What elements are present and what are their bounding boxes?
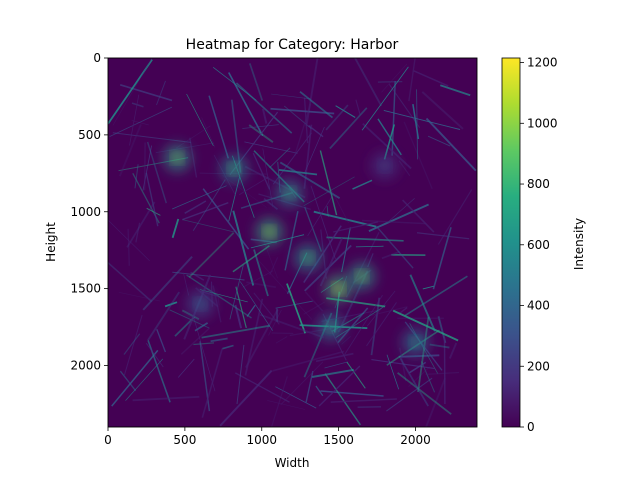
y-axis-label: Height bbox=[44, 222, 58, 262]
hotspot-core bbox=[230, 165, 238, 173]
y-tick-label: 500 bbox=[78, 128, 101, 142]
x-tick-label: 1000 bbox=[246, 433, 277, 447]
y-tick-label: 1500 bbox=[70, 282, 101, 296]
colorbar-tick-label: 0 bbox=[527, 420, 535, 434]
colorbar-gradient bbox=[502, 58, 520, 427]
x-axis-ticks: 0 500 1000 1500 2000 bbox=[104, 427, 431, 447]
hotspot-core bbox=[196, 300, 204, 308]
plot-area bbox=[105, 51, 477, 435]
y-tick-label: 2000 bbox=[70, 359, 101, 373]
hotspot-core bbox=[412, 338, 420, 346]
hotspot-core bbox=[265, 228, 273, 236]
colorbar-tick-label: 600 bbox=[527, 238, 550, 252]
colorbar-tick-label: 200 bbox=[527, 359, 550, 373]
colorbar-tick-label: 400 bbox=[527, 299, 550, 313]
hotspot-core bbox=[173, 154, 181, 162]
y-tick-label: 1000 bbox=[70, 205, 101, 219]
hotspot-core bbox=[285, 189, 293, 197]
x-axis-label: Width bbox=[275, 456, 310, 470]
chart-title: Heatmap for Category: Harbor bbox=[186, 37, 399, 53]
colorbar-tick-label: 1200 bbox=[527, 56, 558, 70]
hotspot-core bbox=[304, 254, 312, 262]
colorbar-tick-label: 1000 bbox=[527, 116, 558, 130]
x-tick-label: 1500 bbox=[323, 433, 354, 447]
y-axis-ticks: 0 500 1000 1500 2000 bbox=[70, 51, 108, 373]
y-tick-label: 0 bbox=[93, 51, 101, 65]
hotspot-core bbox=[327, 323, 335, 331]
hotspot-core bbox=[381, 162, 389, 170]
hotspot-core bbox=[335, 285, 343, 293]
x-tick-label: 2000 bbox=[400, 433, 431, 447]
colorbar-label: Intensity bbox=[572, 218, 586, 270]
x-tick-label: 0 bbox=[104, 433, 112, 447]
colorbar: 0 200 400 600 800 1000 1200 Intensity bbox=[502, 56, 586, 434]
colorbar-ticks: 0 200 400 600 800 1000 1200 bbox=[520, 56, 558, 434]
heat-streak bbox=[378, 82, 402, 83]
colorbar-tick-label: 800 bbox=[527, 177, 550, 191]
x-tick-label: 500 bbox=[173, 433, 196, 447]
hotspot-core bbox=[358, 272, 366, 280]
